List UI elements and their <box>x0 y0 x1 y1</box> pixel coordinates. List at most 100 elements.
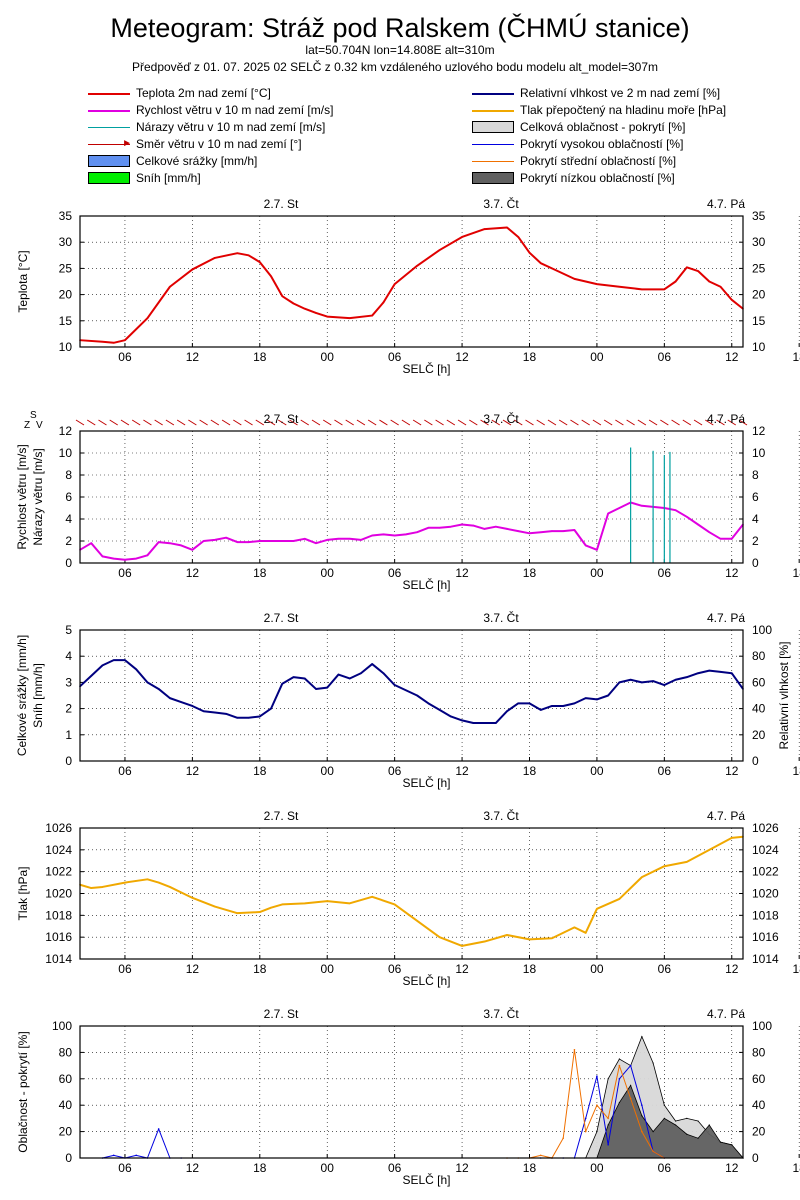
data-point <box>169 542 171 544</box>
y-axis-label: Teplota [°C] <box>16 250 30 312</box>
legend-swatch <box>472 121 514 133</box>
data-point <box>157 688 160 690</box>
x-tick-label: 00 <box>590 1161 604 1175</box>
data-point <box>708 531 711 533</box>
data-point <box>663 1117 665 1119</box>
data-point <box>258 540 261 542</box>
data-point <box>258 911 261 913</box>
wind-direction-arrow <box>109 419 118 426</box>
legend-item-wind-direction: ► Směr větru v 10 m nad zemí [°] <box>88 137 302 151</box>
data-point <box>303 538 306 540</box>
x-tick-label: 18 <box>793 962 800 976</box>
y-tick-label: 1016 <box>45 930 72 944</box>
wind-direction-arrow <box>671 419 680 426</box>
legend-label: Směr větru v 10 m nad zemí [°] <box>136 137 302 151</box>
data-point <box>270 275 272 278</box>
y-tick-label-right: 40 <box>752 702 766 716</box>
legend-label: Pokrytí vysokou oblačností [%] <box>520 137 684 151</box>
x-tick-label: 06 <box>658 350 672 364</box>
x-axis-label: SELČ [h] <box>402 577 450 592</box>
series-line <box>79 659 744 725</box>
day-label: 4.7. Pá <box>707 1007 745 1021</box>
data-point <box>719 671 722 673</box>
data-point <box>708 280 711 283</box>
wind-direction-arrow <box>536 419 545 426</box>
data-point <box>236 541 239 543</box>
y-tick-label-right: 12 <box>752 424 766 438</box>
data-point <box>393 534 396 537</box>
wind-direction-arrow <box>525 419 534 426</box>
y-tick-label: 25 <box>59 261 73 275</box>
data-point <box>686 676 688 678</box>
data-point <box>596 698 598 701</box>
data-point <box>618 1064 621 1067</box>
data-point <box>708 849 711 851</box>
data-point <box>382 301 385 304</box>
x-tick-label: 18 <box>253 764 267 778</box>
data-point <box>730 837 733 839</box>
legend-label: Celková oblačnost - pokrytí [%] <box>520 120 686 134</box>
legend-item-humidity: Relativní vlhkost ve 2 m nad zemí [%] <box>472 86 720 100</box>
data-point <box>101 340 104 343</box>
legend-item-total-cloud: Celková oblačnost - pokrytí [%] <box>472 120 686 134</box>
data-point <box>483 722 486 724</box>
wind-direction-arrow <box>547 419 557 426</box>
direction-label-s: S <box>30 410 37 421</box>
data-point <box>427 527 430 529</box>
data-point <box>573 529 576 531</box>
data-point <box>641 1104 643 1106</box>
wind-direction-arrow <box>592 419 602 426</box>
data-point <box>337 538 340 540</box>
data-point <box>607 1117 609 1120</box>
x-tick-label: 06 <box>658 764 672 778</box>
data-point <box>427 702 430 705</box>
x-tick-label: 00 <box>321 1161 335 1175</box>
data-point <box>641 681 643 684</box>
data-point <box>663 684 666 686</box>
y-tick-label: 5 <box>65 623 72 637</box>
data-point <box>618 1058 620 1060</box>
y-axis-label: Oblačnost - pokrytí [%] <box>16 1031 30 1152</box>
data-point <box>101 555 104 558</box>
x-tick-label: 06 <box>388 962 402 976</box>
data-point <box>281 540 284 542</box>
y-tick-label: 8 <box>65 468 72 482</box>
x-tick-label: 06 <box>118 566 132 580</box>
wind-direction-arrow <box>660 419 669 426</box>
x-tick-label: 18 <box>523 1161 537 1175</box>
day-label: 2.7. St <box>264 1007 299 1021</box>
legend-item-medium-cloud: Pokrytí střední oblačností [%] <box>472 154 676 168</box>
data-point <box>326 539 329 541</box>
y-tick-label: 1014 <box>45 952 72 966</box>
data-point <box>641 288 643 291</box>
y-axis-label-2: Nárazy větru [m/s] <box>31 448 45 545</box>
data-point <box>517 236 520 238</box>
wind-direction-arrow <box>345 419 354 426</box>
data-point <box>202 540 205 542</box>
y-tick-label: 35 <box>59 209 73 223</box>
y-tick-label-right: 1014 <box>752 952 779 966</box>
y-tick-label: 2 <box>65 534 72 548</box>
x-tick-label: 00 <box>590 764 604 778</box>
series-line <box>79 501 744 561</box>
data-point <box>371 895 373 898</box>
wind-direction-arrow <box>401 419 411 426</box>
data-point <box>517 530 520 532</box>
data-point <box>326 315 329 318</box>
data-point <box>652 1062 654 1064</box>
y-tick-label-right: 10 <box>752 340 766 354</box>
data-point <box>686 1133 688 1135</box>
legend-item-low-cloud: Pokrytí nízkou oblačností [%] <box>472 171 675 185</box>
wind-direction-arrow <box>154 419 163 426</box>
data-point <box>528 532 531 535</box>
y-tick-label: 10 <box>59 340 73 354</box>
y-axis-label: Rychlost větru [m/s] <box>15 444 29 549</box>
data-point <box>348 538 351 540</box>
day-label: 2.7. St <box>264 412 299 426</box>
data-point <box>157 881 160 884</box>
y-tick-label: 1026 <box>45 821 72 835</box>
data-point <box>90 542 93 544</box>
data-point <box>573 926 576 929</box>
data-point <box>292 676 295 678</box>
